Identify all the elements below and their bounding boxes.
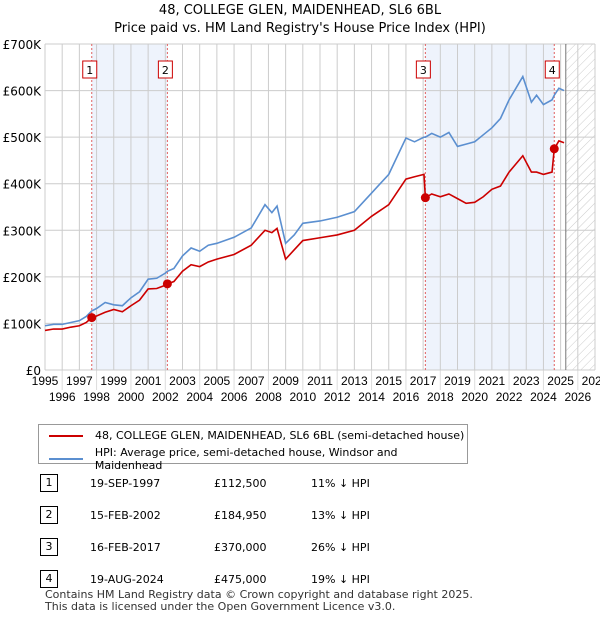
y-tick-label: £300K bbox=[3, 224, 43, 238]
x-tick-label: 2008 bbox=[255, 390, 282, 404]
x-tick-label: 2016 bbox=[393, 390, 420, 404]
transaction-row: 2 15-FEB-2002 £184,950 13% ↓ HPI bbox=[40, 506, 540, 526]
x-tick-label: 2009 bbox=[272, 374, 299, 388]
x-tick-label: 2012 bbox=[324, 390, 351, 404]
legend-swatch-blue bbox=[49, 458, 83, 460]
sale-point bbox=[420, 193, 430, 203]
sale-point bbox=[549, 144, 559, 154]
transaction-row: 4 19-AUG-2024 £475,000 19% ↓ HPI bbox=[40, 570, 540, 590]
transaction-number: 1 bbox=[40, 474, 58, 492]
y-tick-label: £0 bbox=[26, 364, 41, 378]
legend-label-hpi: HPI: Average price, semi-detached house,… bbox=[94, 446, 398, 472]
sale-period-shading bbox=[91, 44, 168, 370]
chart-title: 48, COLLEGE GLEN, MAIDENHEAD, SL6 6BL bbox=[158, 3, 442, 18]
transaction-row: 1 19-SEP-1997 £112,500 11% ↓ HPI bbox=[40, 474, 540, 494]
x-tick-label: 2005 bbox=[204, 374, 231, 388]
transaction-date: 16-FEB-2017 bbox=[90, 541, 161, 554]
footer-line-2: This data is licensed under the Open Gov… bbox=[45, 600, 396, 613]
x-tick-label: 2002 bbox=[152, 390, 179, 404]
transaction-row: 3 16-FEB-2017 £370,000 26% ↓ HPI bbox=[40, 538, 540, 558]
x-tick-label: 2015 bbox=[375, 374, 402, 388]
sale-label-box bbox=[82, 60, 98, 79]
x-tick-label: 2023 bbox=[513, 374, 540, 388]
transaction-number: 3 bbox=[40, 538, 58, 556]
transaction-price: £112,500 bbox=[214, 477, 267, 490]
series-line bbox=[44, 139, 565, 332]
y-tick-label: £600K bbox=[3, 85, 43, 99]
x-tick-label: 1996 bbox=[49, 390, 76, 404]
y-tick-label: £100K bbox=[3, 317, 43, 331]
forecast-hatch bbox=[565, 44, 595, 370]
x-tick-label: 2003 bbox=[169, 374, 196, 388]
footer: Contains HM Land Registry data © Crown c… bbox=[45, 589, 473, 613]
x-tick-label: 2018 bbox=[427, 390, 454, 404]
legend-label-property: 48, COLLEGE GLEN, MAIDENHEAD, SL6 6BL (s… bbox=[95, 429, 465, 442]
x-tick-label: 1999 bbox=[100, 374, 127, 388]
sale-point bbox=[162, 279, 172, 289]
x-tick-label: 2014 bbox=[358, 390, 385, 404]
x-tick-label: 2021 bbox=[479, 374, 506, 388]
sale-point bbox=[87, 313, 97, 323]
legend-swatch-red bbox=[49, 434, 83, 437]
x-tick-label: 2019 bbox=[444, 374, 471, 388]
sale-label: 4 bbox=[549, 64, 556, 77]
series-line bbox=[44, 74, 565, 327]
transaction-number: 2 bbox=[40, 506, 58, 524]
transaction-number: 4 bbox=[40, 570, 58, 588]
transaction-date: 19-AUG-2024 bbox=[90, 573, 164, 586]
x-tick-label: 1998 bbox=[83, 390, 110, 404]
x-tick-label: 2017 bbox=[410, 374, 437, 388]
x-tick-label: 2001 bbox=[135, 374, 162, 388]
y-tick-label: £500K bbox=[3, 131, 43, 145]
y-tick-label: £400K bbox=[3, 178, 43, 192]
sale-period-shading bbox=[425, 44, 555, 370]
footer-line-1: Contains HM Land Registry data © Crown c… bbox=[45, 588, 473, 601]
sale-label-box bbox=[415, 60, 431, 79]
sale-label-box bbox=[157, 60, 173, 79]
x-tick-label: 2004 bbox=[186, 390, 213, 404]
x-tick-label: 2006 bbox=[221, 390, 248, 404]
x-tick-label: 2027 bbox=[582, 374, 600, 388]
legend: 48, COLLEGE GLEN, MAIDENHEAD, SL6 6BL (s… bbox=[38, 424, 468, 472]
sale-label-box bbox=[544, 60, 560, 79]
transaction-hpi-diff: 19% ↓ HPI bbox=[311, 573, 370, 586]
transaction-hpi-diff: 26% ↓ HPI bbox=[311, 541, 370, 554]
x-tick-label: 2026 bbox=[564, 390, 591, 404]
x-tick-label: 2024 bbox=[530, 390, 557, 404]
x-tick-label: 2025 bbox=[547, 374, 574, 388]
x-tick-label: 2011 bbox=[307, 374, 333, 388]
x-tick-label: 1995 bbox=[32, 374, 59, 388]
x-tick-label: 1997 bbox=[66, 374, 93, 388]
sale-label: 2 bbox=[162, 64, 169, 77]
y-tick-label: £200K bbox=[3, 271, 43, 285]
transaction-price: £475,000 bbox=[214, 573, 267, 586]
transaction-date: 19-SEP-1997 bbox=[90, 477, 161, 490]
transaction-price: £184,950 bbox=[214, 509, 267, 522]
x-tick-label: 2013 bbox=[341, 374, 368, 388]
sale-label: 1 bbox=[86, 64, 93, 77]
transaction-hpi-diff: 13% ↓ HPI bbox=[311, 509, 370, 522]
transaction-date: 15-FEB-2002 bbox=[90, 509, 161, 522]
x-tick-label: 2007 bbox=[238, 374, 265, 388]
transaction-price: £370,000 bbox=[214, 541, 267, 554]
transaction-hpi-diff: 11% ↓ HPI bbox=[311, 477, 370, 490]
x-tick-label: 2010 bbox=[289, 390, 316, 404]
x-tick-label: 2000 bbox=[118, 390, 145, 404]
chart-subtitle: Price paid vs. HM Land Registry's House … bbox=[114, 21, 486, 36]
y-tick-label: £700K bbox=[3, 38, 43, 52]
x-tick-label: 2022 bbox=[496, 390, 523, 404]
plot-area: 1995 1996 1997 1998 1999 2000 2001 2002 2003 2004… bbox=[3, 38, 600, 404]
x-tick-label: 2020 bbox=[461, 390, 488, 404]
sale-label: 3 bbox=[420, 64, 427, 77]
